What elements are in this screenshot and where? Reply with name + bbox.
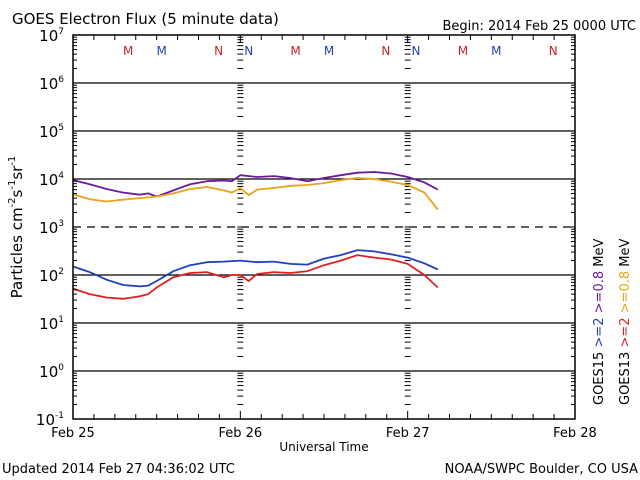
y-tick-exp: 5 [58,123,64,133]
legend-entry: GOES15 [592,348,607,405]
satellite-marker: M [324,44,334,58]
x-axis-ticks: Feb 25 Feb 26 Feb 27 Feb 28 [51,35,597,441]
y-axis-label: Particles cm-2s-1sr-1 [7,156,26,299]
satellite-marker: N [549,44,558,58]
y-tick-label: 10-1 [36,411,64,429]
legend-entry: >=2 [592,313,607,347]
x-tick-label: Feb 26 [218,426,262,441]
legend-entry: MeV [592,239,607,267]
y-tick-label: 104 [39,171,64,189]
updated-timestamp: Updated 2014 Feb 27 04:36:02 UTC [2,462,235,477]
y-tick-base: 10 [39,75,58,93]
y-tick-base: 10 [36,411,55,429]
series-line-1 [72,177,439,211]
legend-column: GOES13 >=2 >=0.8 MeV [618,239,633,405]
y-tick-label: 106 [39,75,64,93]
satellite-marker: M [157,44,167,58]
y-tick-exp: 7 [58,27,64,37]
satellite-marker: N [244,44,253,58]
satellite-marker: M [290,44,300,58]
y-tick-exp: 0 [58,363,64,373]
y-tick-label: 100 [39,363,64,381]
satellite-marker: M [491,44,501,58]
begin-label: Begin: 2014 Feb 25 0000 UTC [442,19,636,34]
y-tick-label: 107 [39,27,64,45]
y-tick-exp: 3 [58,219,64,229]
satellite-marker: M [458,44,468,58]
y-tick-label: 103 [39,219,64,237]
legend-column: GOES15 >=2 >=0.8 MeV [592,239,607,405]
legend-entry: >=0.8 [618,267,633,314]
legend-entry: GOES13 [618,348,633,405]
series-line-2 [72,249,439,288]
y-tick-label: 105 [39,123,64,141]
series-line-0 [72,171,439,198]
legend: GOES15 >=2 >=0.8 MeV GOES13 >=2 >=0.8 Me… [592,239,633,405]
x-axis-label: Universal Time [279,440,368,454]
legend-entry: MeV [618,239,633,267]
y-tick-base: 10 [39,27,58,45]
y-tick-base: 10 [39,315,58,333]
y-tick-base: 10 [39,363,58,381]
legend-entry: >=2 [618,313,633,347]
credit-label: NOAA/SWPC Boulder, CO USA [445,462,638,477]
y-tick-base: 10 [39,123,58,141]
x-tick-label: Feb 25 [51,426,95,441]
series-line-3 [72,254,439,300]
grid-lines [73,82,575,372]
legend-entry: >=0.8 [592,267,607,314]
y-tick-exp: 6 [58,75,64,85]
y-tick-exp: -1 [55,411,64,421]
y-tick-base: 10 [39,171,58,189]
y-tick-exp: 1 [58,315,64,325]
y-tick-label: 101 [39,315,64,333]
x-tick-label: Feb 28 [553,426,597,441]
satellite-marker: M [123,44,133,58]
satellite-marker: N [381,44,390,58]
y-tick-base: 10 [39,219,58,237]
day-boundary-ticks [237,36,411,420]
y-tick-exp: 2 [58,267,64,277]
satellite-marker: N [412,44,421,58]
y-tick-base: 10 [39,267,58,285]
satellite-marker: N [214,44,223,58]
y-tick-exp: 4 [58,171,64,181]
chart-title: GOES Electron Flux (5 minute data) [12,10,279,28]
series-lines [72,171,439,300]
x-tick-label: Feb 27 [386,426,430,441]
y-tick-label: 102 [39,267,64,285]
